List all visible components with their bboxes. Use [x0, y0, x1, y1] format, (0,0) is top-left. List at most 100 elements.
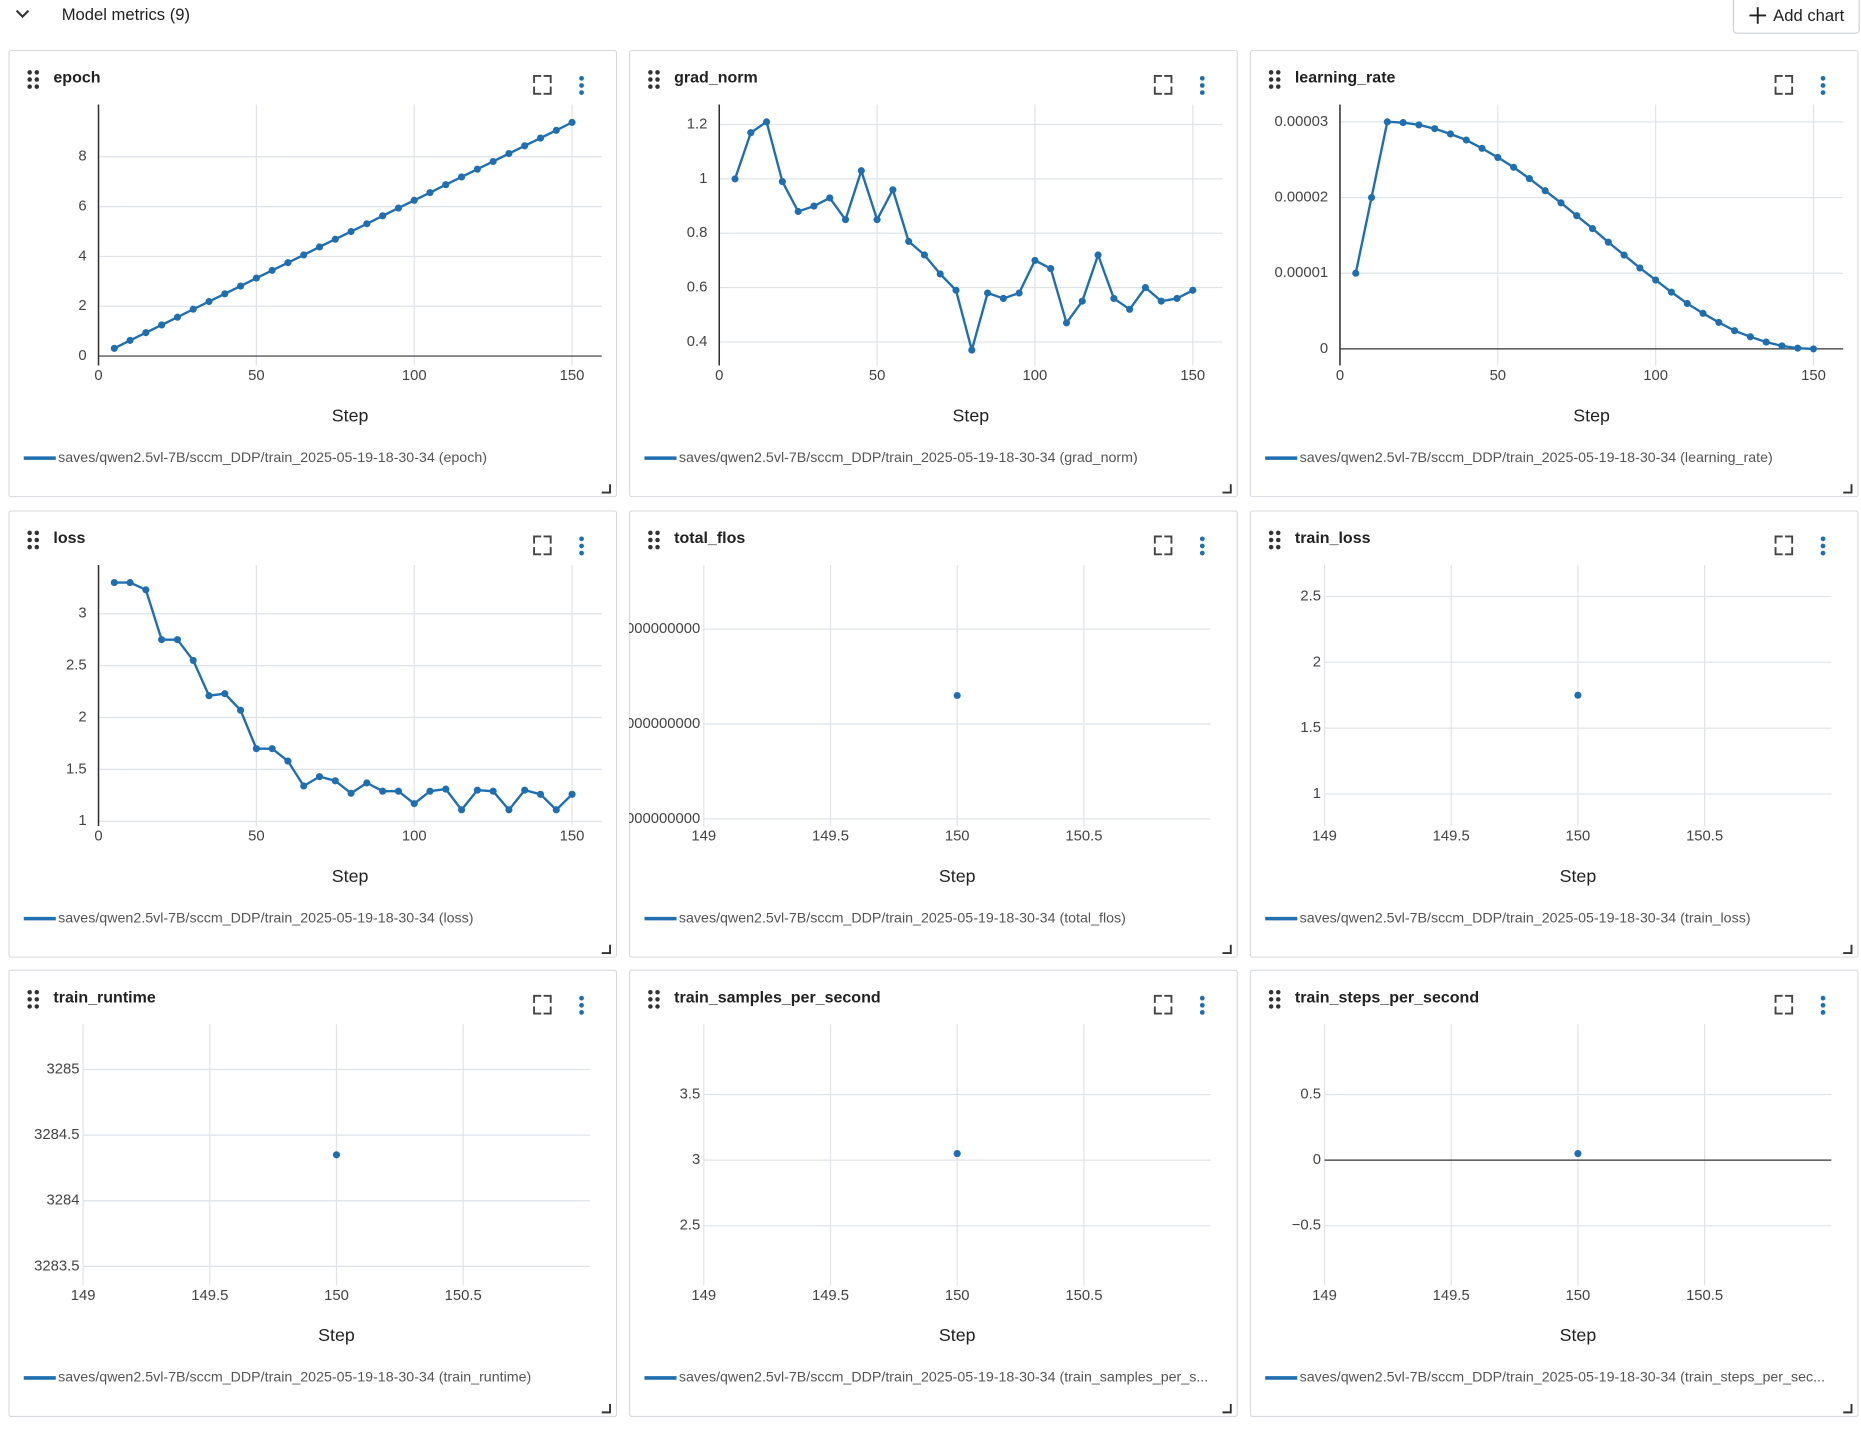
drag-handle[interactable] [27, 530, 40, 550]
plot-area: 149 149.5 150 150.5 1320000000000000 13300000… [629, 564, 1211, 845]
data-point [142, 329, 150, 337]
expand-icon[interactable] [1153, 535, 1173, 556]
plot-area: 149 149.5 150 150.5 2.5 3 3.5 [680, 1024, 1211, 1304]
menu-dot [1820, 1010, 1826, 1015]
data-point [1446, 130, 1455, 138]
drag-handle[interactable] [648, 70, 660, 89]
kebab-menu[interactable] [579, 995, 584, 1015]
expand-icon[interactable] [1153, 75, 1173, 95]
chart-card: train_loss 149 149.5 150 150.5 1 1.5 2 2.5 Step sa… [1249, 510, 1859, 958]
drag-dot [34, 84, 40, 89]
data-point [1809, 345, 1818, 353]
data-point [810, 202, 818, 210]
expand-icon[interactable] [533, 994, 552, 1015]
expand-icon[interactable] [1774, 535, 1794, 556]
y-tick-label: 1.5 [66, 761, 87, 777]
section-header: Model metrics (9) Add chart [15, 0, 1860, 34]
chart-card: train_runtime 149 149.5 150 150.5 3283.5 3284 3… [8, 969, 618, 1418]
resize-handle[interactable] [601, 1404, 611, 1414]
data-point [379, 212, 387, 220]
y-tick-label: 2.5 [1300, 588, 1321, 604]
menu-dot [1820, 1002, 1826, 1008]
drag-dot [27, 1004, 32, 1009]
menu-dot [1820, 550, 1826, 556]
kebab-menu[interactable] [1199, 995, 1205, 1015]
x-tick-label: 149.5 [812, 829, 849, 845]
x-tick-label: 150 [560, 829, 585, 845]
expand-icon[interactable] [1153, 994, 1173, 1015]
kebab-menu[interactable] [1820, 995, 1826, 1015]
collapse-chevron[interactable] [15, 9, 30, 19]
add-chart-button[interactable] [1732, 0, 1860, 34]
data-point [1746, 333, 1754, 341]
data-point [905, 237, 913, 245]
drag-dot [1275, 989, 1281, 995]
kebab-menu[interactable] [1199, 75, 1205, 95]
x-tick-label: 150 [945, 1288, 970, 1304]
data-point [763, 118, 771, 126]
x-tick-label: 100 [1643, 368, 1668, 384]
data-point [252, 274, 260, 282]
drag-handle[interactable] [1268, 70, 1281, 89]
y-tick-label: 3284 [47, 1193, 80, 1209]
drag-handle[interactable] [648, 530, 660, 550]
y-tick-label: 8 [78, 149, 86, 165]
x-tick-label: 149.5 [1433, 829, 1470, 845]
expand-icon[interactable] [1774, 75, 1794, 95]
drag-dot [34, 544, 40, 550]
drag-dot [648, 1004, 653, 1009]
data-point [173, 636, 181, 644]
y-tick-label: 0.00003 [1274, 114, 1328, 130]
drag-dot [648, 997, 653, 1002]
resize-handle[interactable] [1843, 1404, 1853, 1414]
expand-icon[interactable] [533, 75, 552, 95]
expand-icon[interactable] [1774, 994, 1794, 1015]
data-point [1620, 251, 1628, 259]
y-tick-label: 0.8 [687, 225, 708, 241]
drag-dot [655, 84, 660, 89]
x-tick-label: 150 [1566, 1288, 1591, 1304]
drag-handle[interactable] [1268, 530, 1281, 550]
resize-handle[interactable] [1843, 484, 1853, 494]
add-chart-label[interactable]: Add chart [1773, 6, 1844, 25]
kebab-menu[interactable] [1820, 75, 1826, 95]
data-point [1015, 289, 1023, 297]
x-axis-title: Step [318, 1325, 355, 1345]
drag-handle[interactable] [648, 989, 660, 1009]
resize-handle[interactable] [1222, 944, 1232, 954]
x-tick-label: 150.5 [1686, 1288, 1723, 1304]
drag-dot [1268, 77, 1274, 82]
data-point [1110, 294, 1118, 303]
drag-handle[interactable] [27, 70, 40, 89]
resize-handle[interactable] [1222, 484, 1232, 494]
expand-icon[interactable] [533, 535, 552, 556]
drag-dot [34, 70, 40, 75]
x-tick-label: 50 [869, 368, 885, 384]
kebab-menu[interactable] [579, 536, 584, 556]
data-point [331, 777, 339, 785]
drag-handle[interactable] [27, 989, 40, 1009]
data-point [1399, 119, 1407, 127]
y-tick-label: 0 [1313, 1152, 1321, 1168]
data-point [1367, 193, 1376, 202]
drag-dot [27, 544, 32, 550]
kebab-menu[interactable] [1199, 536, 1205, 556]
drag-dot [27, 989, 32, 995]
resize-handle[interactable] [1843, 944, 1853, 954]
chart-title: learning_rate [1295, 69, 1396, 87]
resize-handle[interactable] [1222, 1404, 1232, 1414]
resize-handle[interactable] [601, 944, 611, 954]
drag-handle[interactable] [1268, 989, 1281, 1009]
drag-dot [1268, 84, 1274, 89]
drag-dot [1268, 537, 1274, 543]
kebab-menu[interactable] [1820, 536, 1826, 556]
x-tick-label: 0 [94, 368, 102, 384]
resize-handle[interactable] [601, 484, 611, 494]
data-point [315, 773, 324, 781]
data-point [142, 586, 150, 594]
x-tick-label: 150 [1801, 368, 1826, 384]
menu-dot [579, 83, 584, 88]
chart-card: loss 0 50 100 150 1 1.5 2 2.5 3 Step saves/qwen2.5v… [8, 510, 618, 958]
kebab-menu[interactable] [579, 75, 584, 95]
drag-dot [655, 77, 660, 82]
